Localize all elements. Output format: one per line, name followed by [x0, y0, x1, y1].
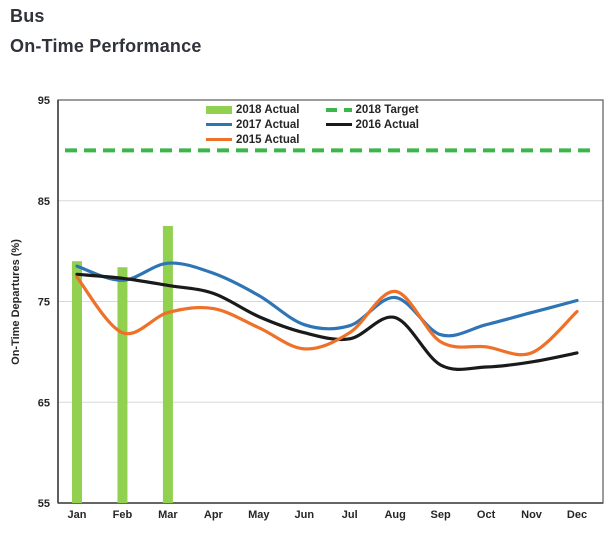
legend-column-1: 2018 Actual 2017 Actual 2015 Actual [206, 102, 300, 147]
legend-line-swatch-2017-actual [206, 123, 232, 126]
x-tick-label-dec: Dec [567, 509, 587, 521]
y-tick-label-95: 95 [38, 95, 50, 107]
y-axis-title: On-Time Departures (%) [10, 239, 22, 365]
chart-legend: 2018 Actual 2017 Actual 2015 Actual 2018 Ta… [206, 102, 419, 147]
line-2015-actual [75, 275, 579, 357]
x-tick-label-mar: Mar [158, 509, 178, 521]
legend-line-swatch-2015-actual [206, 138, 232, 141]
line-2017-actual [75, 261, 579, 338]
x-tick-label-nov: Nov [521, 509, 543, 521]
x-tick-label-jul: Jul [342, 509, 358, 521]
legend-dashed-swatch-2018-target [325, 107, 352, 112]
y-tick-label-85: 85 [38, 196, 50, 208]
page-title: Bus [10, 6, 45, 26]
legend-bar-swatch-2018-actual [206, 105, 232, 114]
x-tick-label-apr: Apr [204, 509, 224, 521]
y-tick-label-55: 55 [38, 498, 50, 510]
legend-label-2017-actual: 2017 Actual [236, 118, 300, 131]
bar-2018-actual-jan [72, 261, 82, 503]
legend-item-2018-actual: 2018 Actual [206, 102, 300, 117]
legend-item-2015-actual: 2015 Actual [206, 132, 300, 147]
legend-line-swatch-2016-actual [325, 123, 352, 126]
y-tick-label-65: 65 [38, 397, 50, 409]
legend-label-2015-actual: 2015 Actual [236, 133, 300, 146]
legend-item-2017-actual: 2017 Actual [206, 117, 300, 132]
page-subtitle: On-Time Performance [10, 36, 202, 56]
legend-item-2016-actual: 2016 Actual [325, 117, 420, 132]
bar-2018-actual-mar [162, 225, 173, 503]
legend-label-2016-actual: 2016 Actual [355, 118, 420, 131]
legend-label-2018-actual: 2018 Actual [236, 103, 300, 116]
x-tick-label-oct: Oct [477, 509, 496, 521]
x-tick-label-sep: Sep [431, 509, 451, 521]
page-header: Bus On-Time Performance [10, 6, 202, 57]
x-tick-label-aug: Aug [384, 509, 405, 521]
bar-2018-actual-feb [117, 267, 128, 503]
legend-item-2018-target: 2018 Target [325, 102, 420, 117]
line-2016-actual [75, 272, 579, 371]
x-tick-label-feb: Feb [113, 509, 133, 521]
legend-column-2: 2018 Target 2016 Actual [325, 102, 420, 147]
legend-label-2018-target: 2018 Target [355, 103, 419, 116]
x-tick-label-jun: Jun [294, 509, 314, 521]
y-tick-label-75: 75 [38, 297, 50, 309]
x-tick-label-may: May [248, 509, 270, 521]
x-tick-label-jan: Jan [68, 509, 87, 521]
